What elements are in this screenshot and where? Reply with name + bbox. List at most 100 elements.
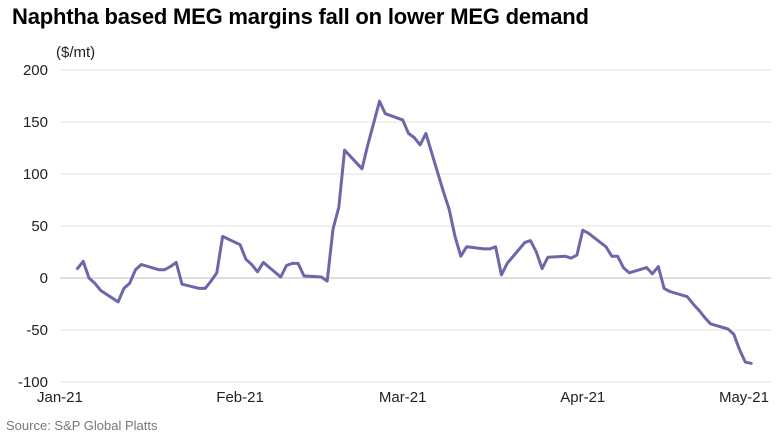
data-point	[82, 260, 84, 263]
data-point	[454, 235, 456, 238]
data-point	[703, 316, 706, 319]
data-point	[262, 261, 265, 264]
data-point	[547, 256, 549, 259]
data-point	[372, 122, 375, 124]
data-point	[175, 261, 177, 264]
data-point	[250, 263, 253, 266]
data-point	[216, 272, 218, 274]
data-point	[99, 289, 102, 292]
data-point	[483, 248, 485, 250]
y-tick-label: 150	[23, 114, 48, 131]
data-point	[134, 268, 137, 271]
data-point	[535, 251, 538, 253]
data-point	[210, 280, 212, 282]
data-point	[303, 275, 305, 277]
data-point	[140, 263, 143, 266]
data-point	[616, 255, 619, 257]
data-point	[181, 283, 183, 286]
data-point	[297, 262, 299, 265]
y-axis-unit-label: ($/mt)	[56, 44, 96, 61]
data-point	[523, 241, 526, 244]
x-tick-label: Feb-21	[216, 389, 264, 406]
data-point	[419, 144, 421, 146]
data-point	[605, 246, 607, 248]
data-point	[727, 328, 729, 330]
data-point	[733, 333, 735, 336]
x-tick-label: May-21	[719, 389, 769, 406]
data-point	[709, 323, 712, 325]
data-point	[198, 287, 201, 290]
data-point	[506, 262, 509, 265]
data-point	[157, 268, 160, 271]
data-point	[564, 255, 567, 257]
data-point	[582, 229, 584, 231]
y-tick-label: 50	[31, 218, 48, 235]
data-point	[494, 246, 497, 248]
data-point	[326, 280, 329, 282]
data-point	[541, 267, 543, 270]
y-tick-label: -50	[26, 322, 48, 339]
data-point	[245, 258, 247, 261]
gridlines	[60, 69, 771, 383]
data-point	[465, 246, 468, 248]
data-point	[570, 257, 572, 260]
data-point	[204, 287, 206, 290]
data-point	[587, 232, 590, 235]
data-point	[384, 112, 387, 115]
x-tick-labels: Jan-21 Feb-21 Mar-21 Apr-21 May-21	[37, 389, 769, 406]
x-tick-label: Apr-21	[560, 389, 605, 406]
data-point	[489, 248, 491, 250]
data-point	[221, 235, 224, 238]
y-tick-label: 100	[23, 166, 48, 183]
data-point	[698, 309, 700, 312]
y-tick-label: 0	[40, 270, 48, 287]
data-point	[460, 255, 462, 257]
chart-title: Naphtha based MEG margins fall on lower …	[12, 4, 589, 29]
data-point	[123, 287, 125, 290]
source-note: Source: S&P Global Platts	[6, 418, 158, 433]
data-point	[367, 144, 369, 146]
data-point	[657, 265, 660, 268]
data-point	[669, 290, 671, 293]
data-point	[576, 254, 578, 256]
data-point	[744, 361, 747, 364]
data-point	[128, 282, 131, 285]
data-point	[76, 267, 79, 270]
data-point	[529, 239, 532, 242]
data-point	[332, 228, 334, 230]
data-point	[163, 268, 166, 271]
data-point	[117, 301, 119, 303]
x-tick-label: Mar-21	[379, 389, 427, 406]
x-tick-label: Jan-21	[37, 389, 83, 406]
data-point	[256, 271, 259, 273]
data-point	[239, 243, 241, 246]
data-point	[285, 264, 288, 267]
data-point	[448, 208, 451, 211]
data-point	[343, 149, 346, 151]
y-tick-labels: 200 150 100 50 0 -50 -100	[18, 62, 48, 391]
series-line	[75, 99, 753, 365]
data-point	[169, 265, 172, 268]
data-point	[628, 272, 630, 274]
data-point	[413, 136, 416, 139]
data-point	[651, 273, 654, 275]
data-point	[645, 266, 648, 269]
data-point	[750, 362, 752, 365]
data-point	[338, 206, 340, 209]
data-point	[663, 287, 665, 290]
data-point	[611, 255, 613, 257]
y-tick-label: 200	[23, 62, 48, 79]
data-point	[622, 266, 625, 269]
data-point	[88, 277, 90, 279]
data-point	[291, 262, 294, 265]
data-point	[279, 276, 282, 278]
data-point	[94, 282, 96, 285]
y-tick-label: -100	[18, 374, 48, 391]
data-point	[738, 349, 741, 351]
data-point	[442, 190, 445, 193]
data-point	[407, 132, 410, 135]
data-point	[320, 276, 323, 278]
data-point	[361, 168, 363, 170]
data-point	[500, 274, 503, 276]
